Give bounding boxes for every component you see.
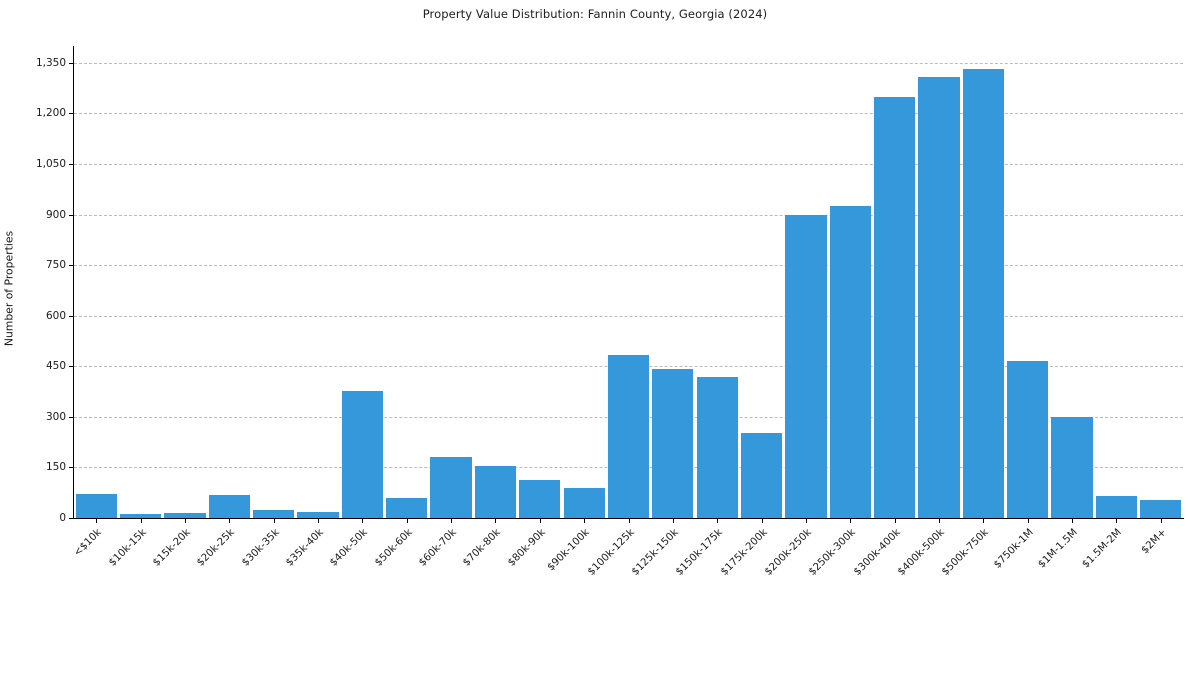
bar[interactable] — [918, 77, 960, 518]
gridline — [74, 315, 1183, 317]
y-axis-title: Number of Properties — [2, 230, 16, 347]
y-axis-spine — [73, 46, 74, 519]
gridline — [74, 113, 1183, 115]
bar[interactable] — [164, 513, 206, 518]
x-tick-mark — [184, 518, 186, 523]
bars-layer — [74, 46, 1183, 518]
bar[interactable] — [75, 494, 117, 518]
chart-figure: Property Value Distribution: Fannin Coun… — [2, 7, 1184, 578]
bar[interactable] — [252, 509, 295, 518]
x-tick-mark — [273, 518, 275, 523]
x-tick-mark — [717, 518, 719, 523]
plot-area — [74, 46, 1183, 518]
x-tick-mark — [406, 518, 408, 523]
bar[interactable] — [740, 433, 783, 518]
gridline — [74, 214, 1183, 216]
x-tick-mark — [495, 518, 497, 523]
x-tick-mark — [451, 518, 453, 523]
x-tick-mark — [894, 518, 896, 523]
x-tick-mark — [1160, 518, 1162, 523]
x-tick-mark — [1116, 518, 1118, 523]
bar[interactable] — [1051, 416, 1093, 518]
x-tick-mark — [1027, 518, 1029, 523]
x-tick-mark — [96, 518, 98, 523]
bar[interactable] — [874, 97, 916, 518]
x-tick-mark — [983, 518, 985, 523]
bar[interactable] — [785, 214, 827, 518]
bar[interactable] — [1007, 361, 1049, 518]
bar[interactable] — [962, 68, 1004, 518]
bar[interactable] — [119, 514, 162, 518]
x-tick-mark — [539, 518, 541, 523]
x-tick-mark — [229, 518, 231, 523]
gridline — [74, 265, 1183, 267]
x-tick-mark — [939, 518, 941, 523]
bar[interactable] — [208, 495, 250, 518]
bar[interactable] — [1095, 496, 1138, 518]
bar[interactable] — [607, 354, 650, 518]
x-tick-mark — [584, 518, 586, 523]
x-tick-mark — [362, 518, 364, 523]
bar[interactable] — [341, 390, 383, 518]
bar[interactable] — [430, 456, 472, 518]
x-tick-mark — [850, 518, 852, 523]
x-tick-mark — [761, 518, 763, 523]
bar[interactable] — [652, 368, 694, 518]
x-tick-mark — [628, 518, 630, 523]
bar[interactable] — [297, 512, 339, 518]
bar[interactable] — [1140, 500, 1182, 518]
bar[interactable] — [563, 488, 605, 518]
bar[interactable] — [519, 480, 561, 518]
bar[interactable] — [386, 498, 428, 518]
x-tick-mark — [805, 518, 807, 523]
bar[interactable] — [696, 377, 738, 518]
bar[interactable] — [474, 466, 517, 518]
x-tick-mark — [672, 518, 674, 523]
x-tick-mark — [1072, 518, 1074, 523]
bar[interactable] — [829, 206, 871, 518]
x-tick-mark — [140, 518, 142, 523]
chart-title: Property Value Distribution: Fannin Coun… — [422, 7, 768, 21]
x-tick-mark — [317, 518, 319, 523]
gridline — [74, 62, 1183, 64]
gridline — [74, 164, 1183, 165]
x-axis: <$10k $10k-15k $15k-20k $20k-25k $30k-35k $35… — [72, 518, 1169, 578]
